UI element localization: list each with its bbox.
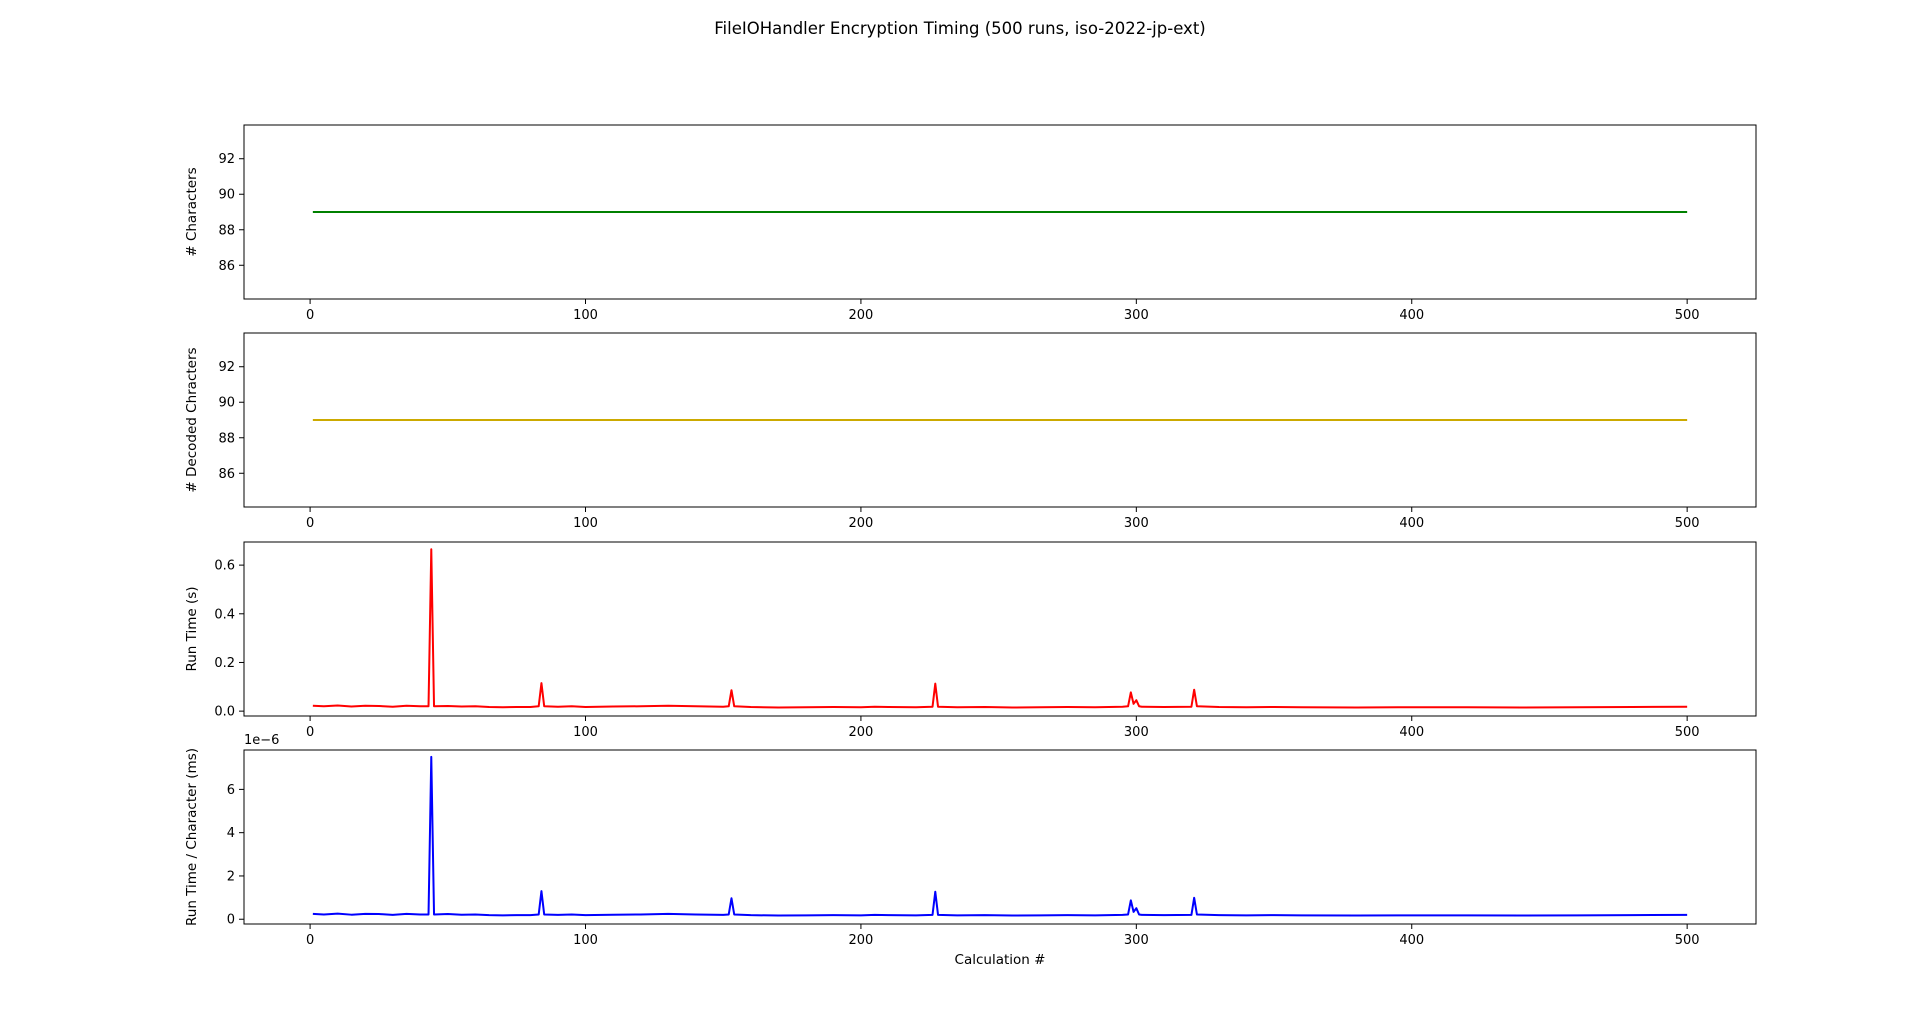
y-offset-text: 1e−6 bbox=[244, 733, 279, 748]
x-tick-label: 400 bbox=[1399, 725, 1424, 740]
x-tick-label: 100 bbox=[573, 725, 598, 740]
subplot-4: 0 100 200 300 400 500 0 2 4 6 Run Time / Character… bbox=[184, 733, 1757, 968]
x-tick-label: 500 bbox=[1675, 933, 1700, 948]
x-tick-label: 0 bbox=[306, 516, 314, 531]
x-tick-label: 100 bbox=[573, 308, 598, 323]
figure-title: FileIOHandler Encryption Timing (500 run… bbox=[714, 19, 1205, 38]
x-tick-label: 400 bbox=[1399, 516, 1424, 531]
y-tick-label: 2 bbox=[227, 869, 235, 884]
y-axis-label: # Characters bbox=[184, 167, 200, 256]
y-tick-label: 92 bbox=[218, 152, 235, 167]
x-tick-label: 300 bbox=[1124, 308, 1149, 323]
x-tick-label: 100 bbox=[573, 516, 598, 531]
y-tick-label: 86 bbox=[218, 259, 235, 274]
x-axis-label: Calculation # bbox=[955, 952, 1046, 968]
y-tick-label: 90 bbox=[218, 188, 235, 203]
subplot-2: 0 100 200 300 400 500 86 88 90 92 # Decoded Chract… bbox=[184, 332, 1757, 531]
x-tick-label: 0 bbox=[306, 933, 314, 948]
x-tick-label: 200 bbox=[849, 933, 874, 948]
y-tick-label: 86 bbox=[218, 467, 235, 482]
x-tick-label: 200 bbox=[849, 308, 874, 323]
y-tick-label: 6 bbox=[227, 783, 235, 798]
subplot-1: 0 100 200 300 400 500 86 88 90 92 # Characters bbox=[184, 124, 1757, 323]
y-tick-label: 90 bbox=[218, 396, 235, 411]
x-tick-label: 500 bbox=[1675, 516, 1700, 531]
axes-frame bbox=[243, 541, 1757, 717]
y-tick-label: 0.6 bbox=[214, 559, 235, 574]
y-tick-label: 0.4 bbox=[214, 607, 235, 622]
x-tick-label: 300 bbox=[1124, 933, 1149, 948]
series-line-1 bbox=[312, 755, 1688, 917]
y-tick-label: 4 bbox=[227, 826, 235, 841]
x-tick-label: 500 bbox=[1675, 725, 1700, 740]
x-tick-label: 100 bbox=[573, 933, 598, 948]
axes-frame bbox=[243, 749, 1757, 925]
axes-frame bbox=[243, 332, 1757, 508]
y-tick-label: 92 bbox=[218, 360, 235, 375]
subplot-3: 0 100 200 300 400 500 0.0 0.2 0.4 0.6 Run Time (s) bbox=[184, 541, 1757, 740]
x-tick-label: 500 bbox=[1675, 308, 1700, 323]
x-tick-label: 400 bbox=[1399, 308, 1424, 323]
x-tick-label: 300 bbox=[1124, 516, 1149, 531]
y-axis-label: Run Time / Character (ms) bbox=[184, 748, 200, 926]
x-tick-label: 0 bbox=[306, 725, 314, 740]
x-tick-label: 300 bbox=[1124, 725, 1149, 740]
x-tick-label: 0 bbox=[306, 308, 314, 323]
x-tick-label: 400 bbox=[1399, 933, 1424, 948]
series-line-1 bbox=[312, 548, 1688, 709]
y-tick-label: 88 bbox=[218, 431, 235, 446]
y-tick-label: 88 bbox=[218, 223, 235, 238]
x-tick-label: 200 bbox=[849, 725, 874, 740]
y-tick-label: 0.0 bbox=[214, 705, 235, 720]
y-axis-label: Run Time (s) bbox=[184, 586, 200, 671]
axes-frame bbox=[243, 124, 1757, 300]
y-tick-label: 0 bbox=[227, 913, 235, 928]
y-tick-label: 0.2 bbox=[214, 656, 235, 671]
x-tick-label: 200 bbox=[849, 516, 874, 531]
y-axis-label: # Decoded Chracters bbox=[184, 347, 200, 492]
